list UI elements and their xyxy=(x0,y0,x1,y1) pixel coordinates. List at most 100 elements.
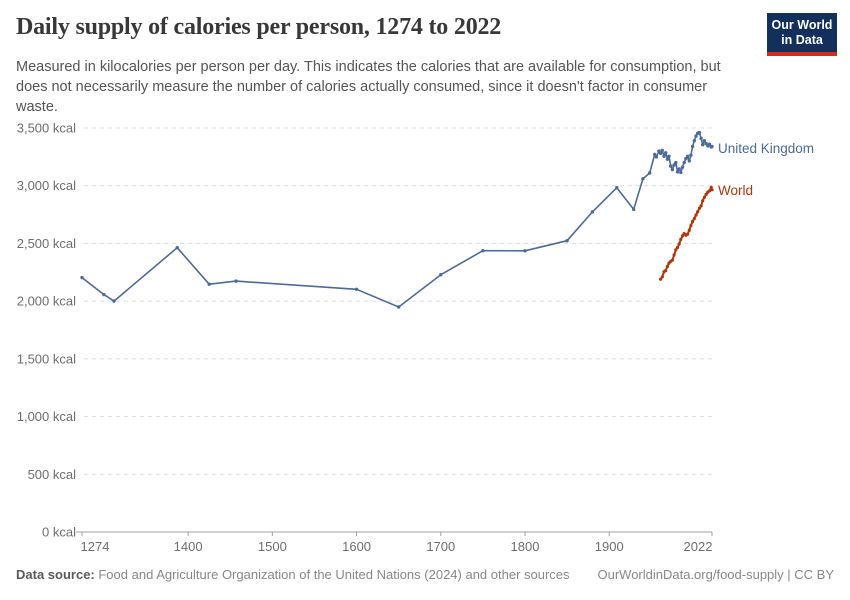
x-axis-tick-label: 1900 xyxy=(595,539,624,554)
y-axis-tick-label: 3,500 kcal xyxy=(17,121,76,136)
world-data-point xyxy=(680,234,685,238)
united-kingdom-data-point xyxy=(694,134,698,138)
united-kingdom-data-point xyxy=(664,151,668,155)
united-kingdom-data-point xyxy=(680,165,685,169)
y-axis-tick-label: 500 kcal xyxy=(28,467,77,482)
owid-logo-line-1: Our World xyxy=(771,18,833,32)
united-kingdom-data-point xyxy=(697,130,702,135)
world-data-point xyxy=(674,248,678,252)
world-data-point xyxy=(687,228,691,232)
united-kingdom-data-point xyxy=(669,164,673,168)
world-data-point xyxy=(665,264,670,269)
world-data-point xyxy=(670,258,675,262)
x-axis-tick-label: 1274 xyxy=(81,539,110,554)
page-title: Daily supply of calories per person, 127… xyxy=(16,14,502,40)
subtitle-line-2: does not necessarily measure the number … xyxy=(16,79,708,95)
owid-logo[interactable]: Our World in Data xyxy=(767,13,837,56)
united-kingdom-data-point xyxy=(662,154,666,158)
united-kingdom-data-point xyxy=(481,249,485,253)
world-data-point xyxy=(699,204,703,208)
world-data-point xyxy=(696,210,700,214)
y-axis-tick-label: 3,000 kcal xyxy=(17,178,76,193)
united-kingdom-data-point xyxy=(615,186,619,190)
united-kingdom-data-point xyxy=(677,167,681,171)
united-kingdom-data-point xyxy=(670,167,675,172)
united-kingdom-line[interactable] xyxy=(81,131,713,308)
world-data-point xyxy=(692,217,696,221)
united-kingdom-data-point xyxy=(565,239,569,243)
y-axis-tick-label: 1,500 kcal xyxy=(17,351,76,366)
united-kingdom-data-point xyxy=(699,136,703,141)
world-data-point xyxy=(672,253,676,257)
united-kingdom-data-point xyxy=(707,142,712,146)
world-data-point xyxy=(659,277,663,281)
y-axis-tick-label: 2,500 kcal xyxy=(17,236,76,251)
data-source-text: Data source: Food and Agriculture Organi… xyxy=(16,567,570,582)
owid-logo-line-2: in Data xyxy=(781,33,823,47)
world-data-point xyxy=(694,213,698,217)
united-kingdom-data-point xyxy=(641,177,645,181)
united-kingdom-data-point xyxy=(632,207,636,212)
x-axis-tick-label: 1400 xyxy=(174,539,203,554)
united-kingdom-data-point xyxy=(590,210,595,214)
world-data-point xyxy=(702,195,707,199)
data-source-value: Food and Agriculture Organization of the… xyxy=(94,567,570,582)
united-kingdom-data-point xyxy=(80,275,84,280)
united-kingdom-data-point xyxy=(175,246,179,250)
united-kingdom-data-point xyxy=(653,152,657,157)
world-data-point xyxy=(709,185,713,189)
series-label-united-kingdom[interactable]: United Kingdom xyxy=(718,141,815,156)
united-kingdom-data-point xyxy=(207,282,211,286)
united-kingdom-data-point xyxy=(690,144,695,149)
united-kingdom-data-point xyxy=(658,151,663,156)
united-kingdom-data-point xyxy=(665,157,670,161)
united-kingdom-data-point xyxy=(397,305,401,309)
data-source-label: Data source: xyxy=(16,567,95,582)
subtitle-line-3: waste. xyxy=(16,99,58,115)
y-axis-tick-label: 1,000 kcal xyxy=(17,409,76,424)
world-data-point xyxy=(679,237,683,241)
x-axis-tick-label: 1500 xyxy=(258,539,287,554)
world-data-point xyxy=(660,275,664,279)
united-kingdom-data-point xyxy=(702,139,707,143)
united-kingdom-data-point xyxy=(692,139,696,143)
world-data-point xyxy=(691,219,695,224)
united-kingdom-data-point xyxy=(648,171,652,175)
x-axis-tick-label: 1800 xyxy=(511,539,540,554)
united-kingdom-data-point xyxy=(234,279,238,283)
world-data-point xyxy=(689,223,693,228)
united-kingdom-data-point xyxy=(439,273,443,277)
united-kingdom-data-point xyxy=(654,155,659,159)
world-data-point xyxy=(686,232,690,236)
x-axis-tick-label: 2022 xyxy=(684,539,713,554)
united-kingdom-data-point xyxy=(682,160,686,165)
world-data-point xyxy=(710,188,714,192)
series-label-world[interactable]: World xyxy=(718,183,754,198)
world-data-point xyxy=(704,192,708,196)
x-axis-tick-label: 1600 xyxy=(342,539,371,554)
united-kingdom-data-point xyxy=(675,170,680,174)
united-kingdom-data-point xyxy=(102,292,106,297)
united-kingdom-data-point xyxy=(660,148,664,153)
chart-footer: Data source: Food and Agriculture Organi… xyxy=(16,567,834,582)
y-axis-tick-label: 0 kcal xyxy=(42,525,76,540)
united-kingdom-data-point xyxy=(687,159,691,163)
chart-subtitle: Measured in kilocalories per person per … xyxy=(16,57,721,117)
credit-link[interactable]: OurWorldinData.org/food-supply | CC BY xyxy=(597,567,834,582)
united-kingdom-data-point xyxy=(667,154,671,158)
united-kingdom-data-point xyxy=(710,144,714,149)
united-kingdom-data-point xyxy=(679,170,683,175)
x-axis-tick-label: 1700 xyxy=(426,539,455,554)
world-data-point xyxy=(701,199,705,203)
world-data-point xyxy=(664,269,668,273)
united-kingdom-data-point xyxy=(674,160,678,165)
united-kingdom-data-point xyxy=(523,249,527,253)
world-data-point xyxy=(697,206,702,210)
world-data-point xyxy=(707,189,712,193)
world-data-point xyxy=(675,245,680,250)
united-kingdom-data-point xyxy=(689,153,693,157)
y-axis-tick-label: 2,000 kcal xyxy=(17,294,76,309)
united-kingdom-data-point xyxy=(685,154,690,158)
